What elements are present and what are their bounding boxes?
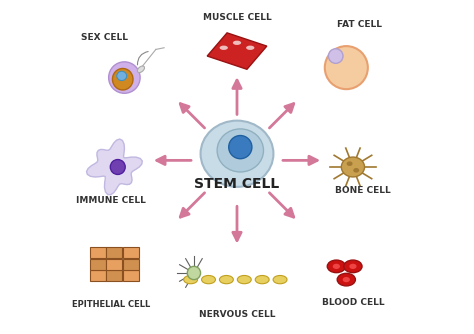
Ellipse shape <box>349 264 356 269</box>
Circle shape <box>328 49 343 63</box>
Ellipse shape <box>183 276 198 284</box>
Ellipse shape <box>187 267 201 280</box>
Ellipse shape <box>109 62 140 93</box>
Circle shape <box>325 46 368 89</box>
Text: IMMUNE CELL: IMMUNE CELL <box>76 196 146 205</box>
FancyBboxPatch shape <box>106 259 122 270</box>
FancyBboxPatch shape <box>106 270 122 281</box>
Ellipse shape <box>333 264 340 269</box>
Ellipse shape <box>201 121 273 187</box>
Ellipse shape <box>217 129 264 172</box>
Ellipse shape <box>344 260 362 273</box>
FancyBboxPatch shape <box>90 247 106 258</box>
Ellipse shape <box>110 160 125 174</box>
Ellipse shape <box>219 46 228 50</box>
Ellipse shape <box>237 276 251 284</box>
Text: NERVOUS CELL: NERVOUS CELL <box>199 310 275 319</box>
Ellipse shape <box>337 273 356 286</box>
Ellipse shape <box>219 276 233 284</box>
Polygon shape <box>207 33 267 69</box>
Text: BLOOD CELL: BLOOD CELL <box>322 298 384 307</box>
Ellipse shape <box>246 46 255 50</box>
Text: MUSCLE CELL: MUSCLE CELL <box>202 13 272 22</box>
Ellipse shape <box>327 260 346 273</box>
Ellipse shape <box>255 276 269 284</box>
Polygon shape <box>87 139 142 195</box>
Ellipse shape <box>112 68 133 90</box>
Text: SEX CELL: SEX CELL <box>81 33 128 42</box>
Text: EPITHELIAL CELL: EPITHELIAL CELL <box>72 300 150 309</box>
Text: BONE CELL: BONE CELL <box>335 186 391 195</box>
FancyBboxPatch shape <box>123 270 138 281</box>
FancyBboxPatch shape <box>123 247 138 258</box>
Ellipse shape <box>346 161 353 166</box>
Ellipse shape <box>233 41 241 45</box>
Ellipse shape <box>273 276 287 284</box>
Text: STEM CELL: STEM CELL <box>194 177 280 191</box>
FancyBboxPatch shape <box>106 247 122 258</box>
Ellipse shape <box>201 276 216 284</box>
Ellipse shape <box>341 157 365 177</box>
FancyBboxPatch shape <box>90 270 106 281</box>
FancyBboxPatch shape <box>123 259 138 270</box>
Ellipse shape <box>343 277 350 282</box>
Text: FAT CELL: FAT CELL <box>337 20 382 29</box>
Ellipse shape <box>229 136 252 159</box>
Ellipse shape <box>137 66 145 72</box>
FancyBboxPatch shape <box>90 259 106 270</box>
Ellipse shape <box>117 71 127 80</box>
Ellipse shape <box>353 168 359 173</box>
